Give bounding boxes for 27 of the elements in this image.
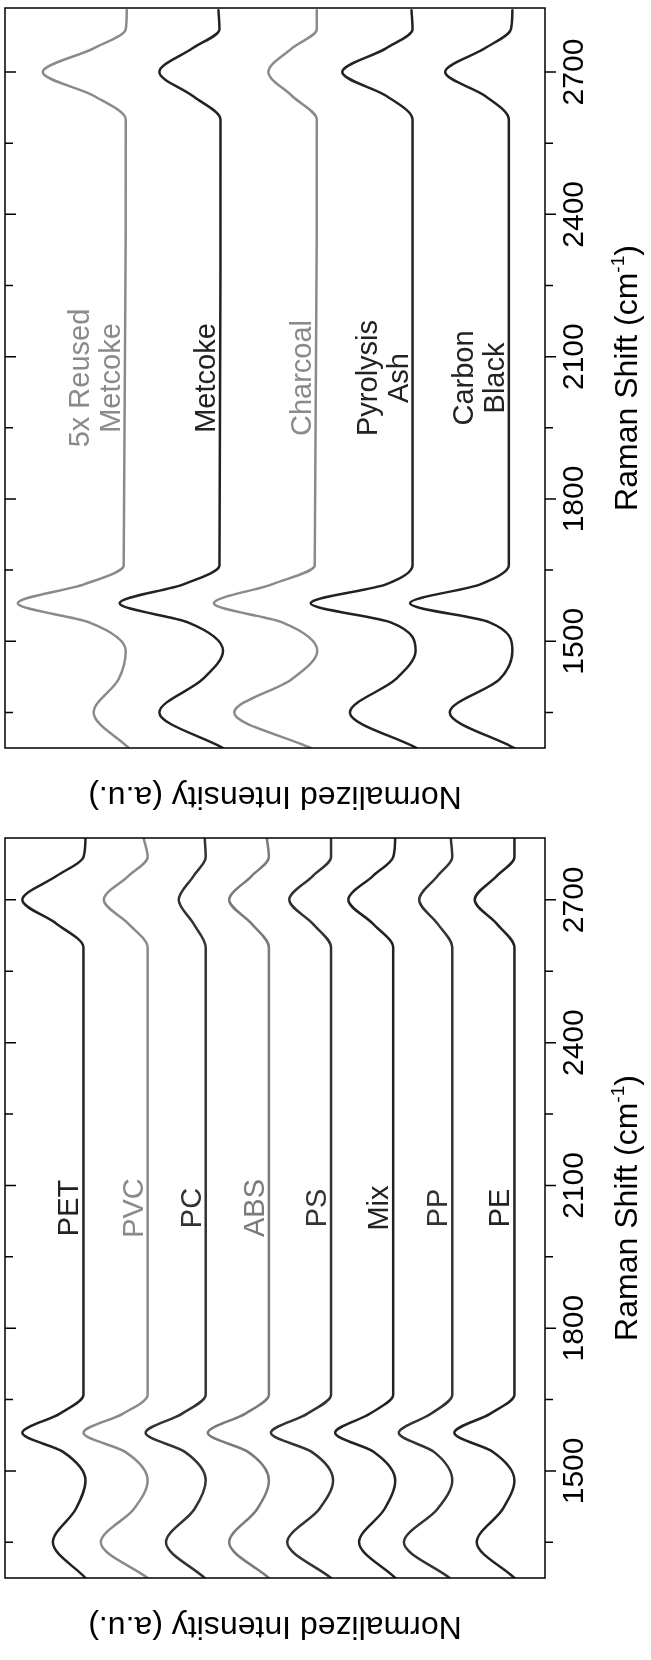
text: ABS xyxy=(237,1178,270,1238)
y-tick-label: 2400 xyxy=(556,1009,590,1077)
text: PS xyxy=(300,1188,333,1228)
y-tick-label: 2100 xyxy=(556,323,590,391)
x-axis-title: Normalized Intensity (a.u.) xyxy=(88,1610,462,1647)
y-tick-label: 1800 xyxy=(556,465,590,533)
text: PE xyxy=(483,1188,516,1228)
text: 5x Reused Metcoke xyxy=(62,308,126,448)
text: PET xyxy=(52,1179,85,1237)
y-tick-label: 2400 xyxy=(556,180,590,248)
text: Pyrolysis Ash xyxy=(350,319,414,437)
text: Charcoal xyxy=(284,319,317,437)
y-tick-label: 2100 xyxy=(556,1152,590,1219)
y-axis-title: Raman Shift (cm-1) xyxy=(607,1075,644,1341)
text: Metcoke xyxy=(188,323,221,433)
text: Carbon Black xyxy=(446,330,510,426)
y-tick-label: 1500 xyxy=(556,1437,590,1505)
y-axis-title: Raman Shift (cm-1) xyxy=(607,245,644,511)
y-tick-label: 2700 xyxy=(556,866,590,934)
text: PVC xyxy=(116,1178,149,1238)
text: PC xyxy=(174,1187,207,1229)
y-tick-label: 1500 xyxy=(556,607,590,675)
text: Mix xyxy=(362,1184,395,1231)
y-tick-label: 2700 xyxy=(556,38,590,106)
y-tick-label: 1800 xyxy=(556,1294,590,1362)
text: PP xyxy=(421,1188,454,1228)
x-axis-title: Normalized Intensity (a.u.) xyxy=(88,780,462,817)
